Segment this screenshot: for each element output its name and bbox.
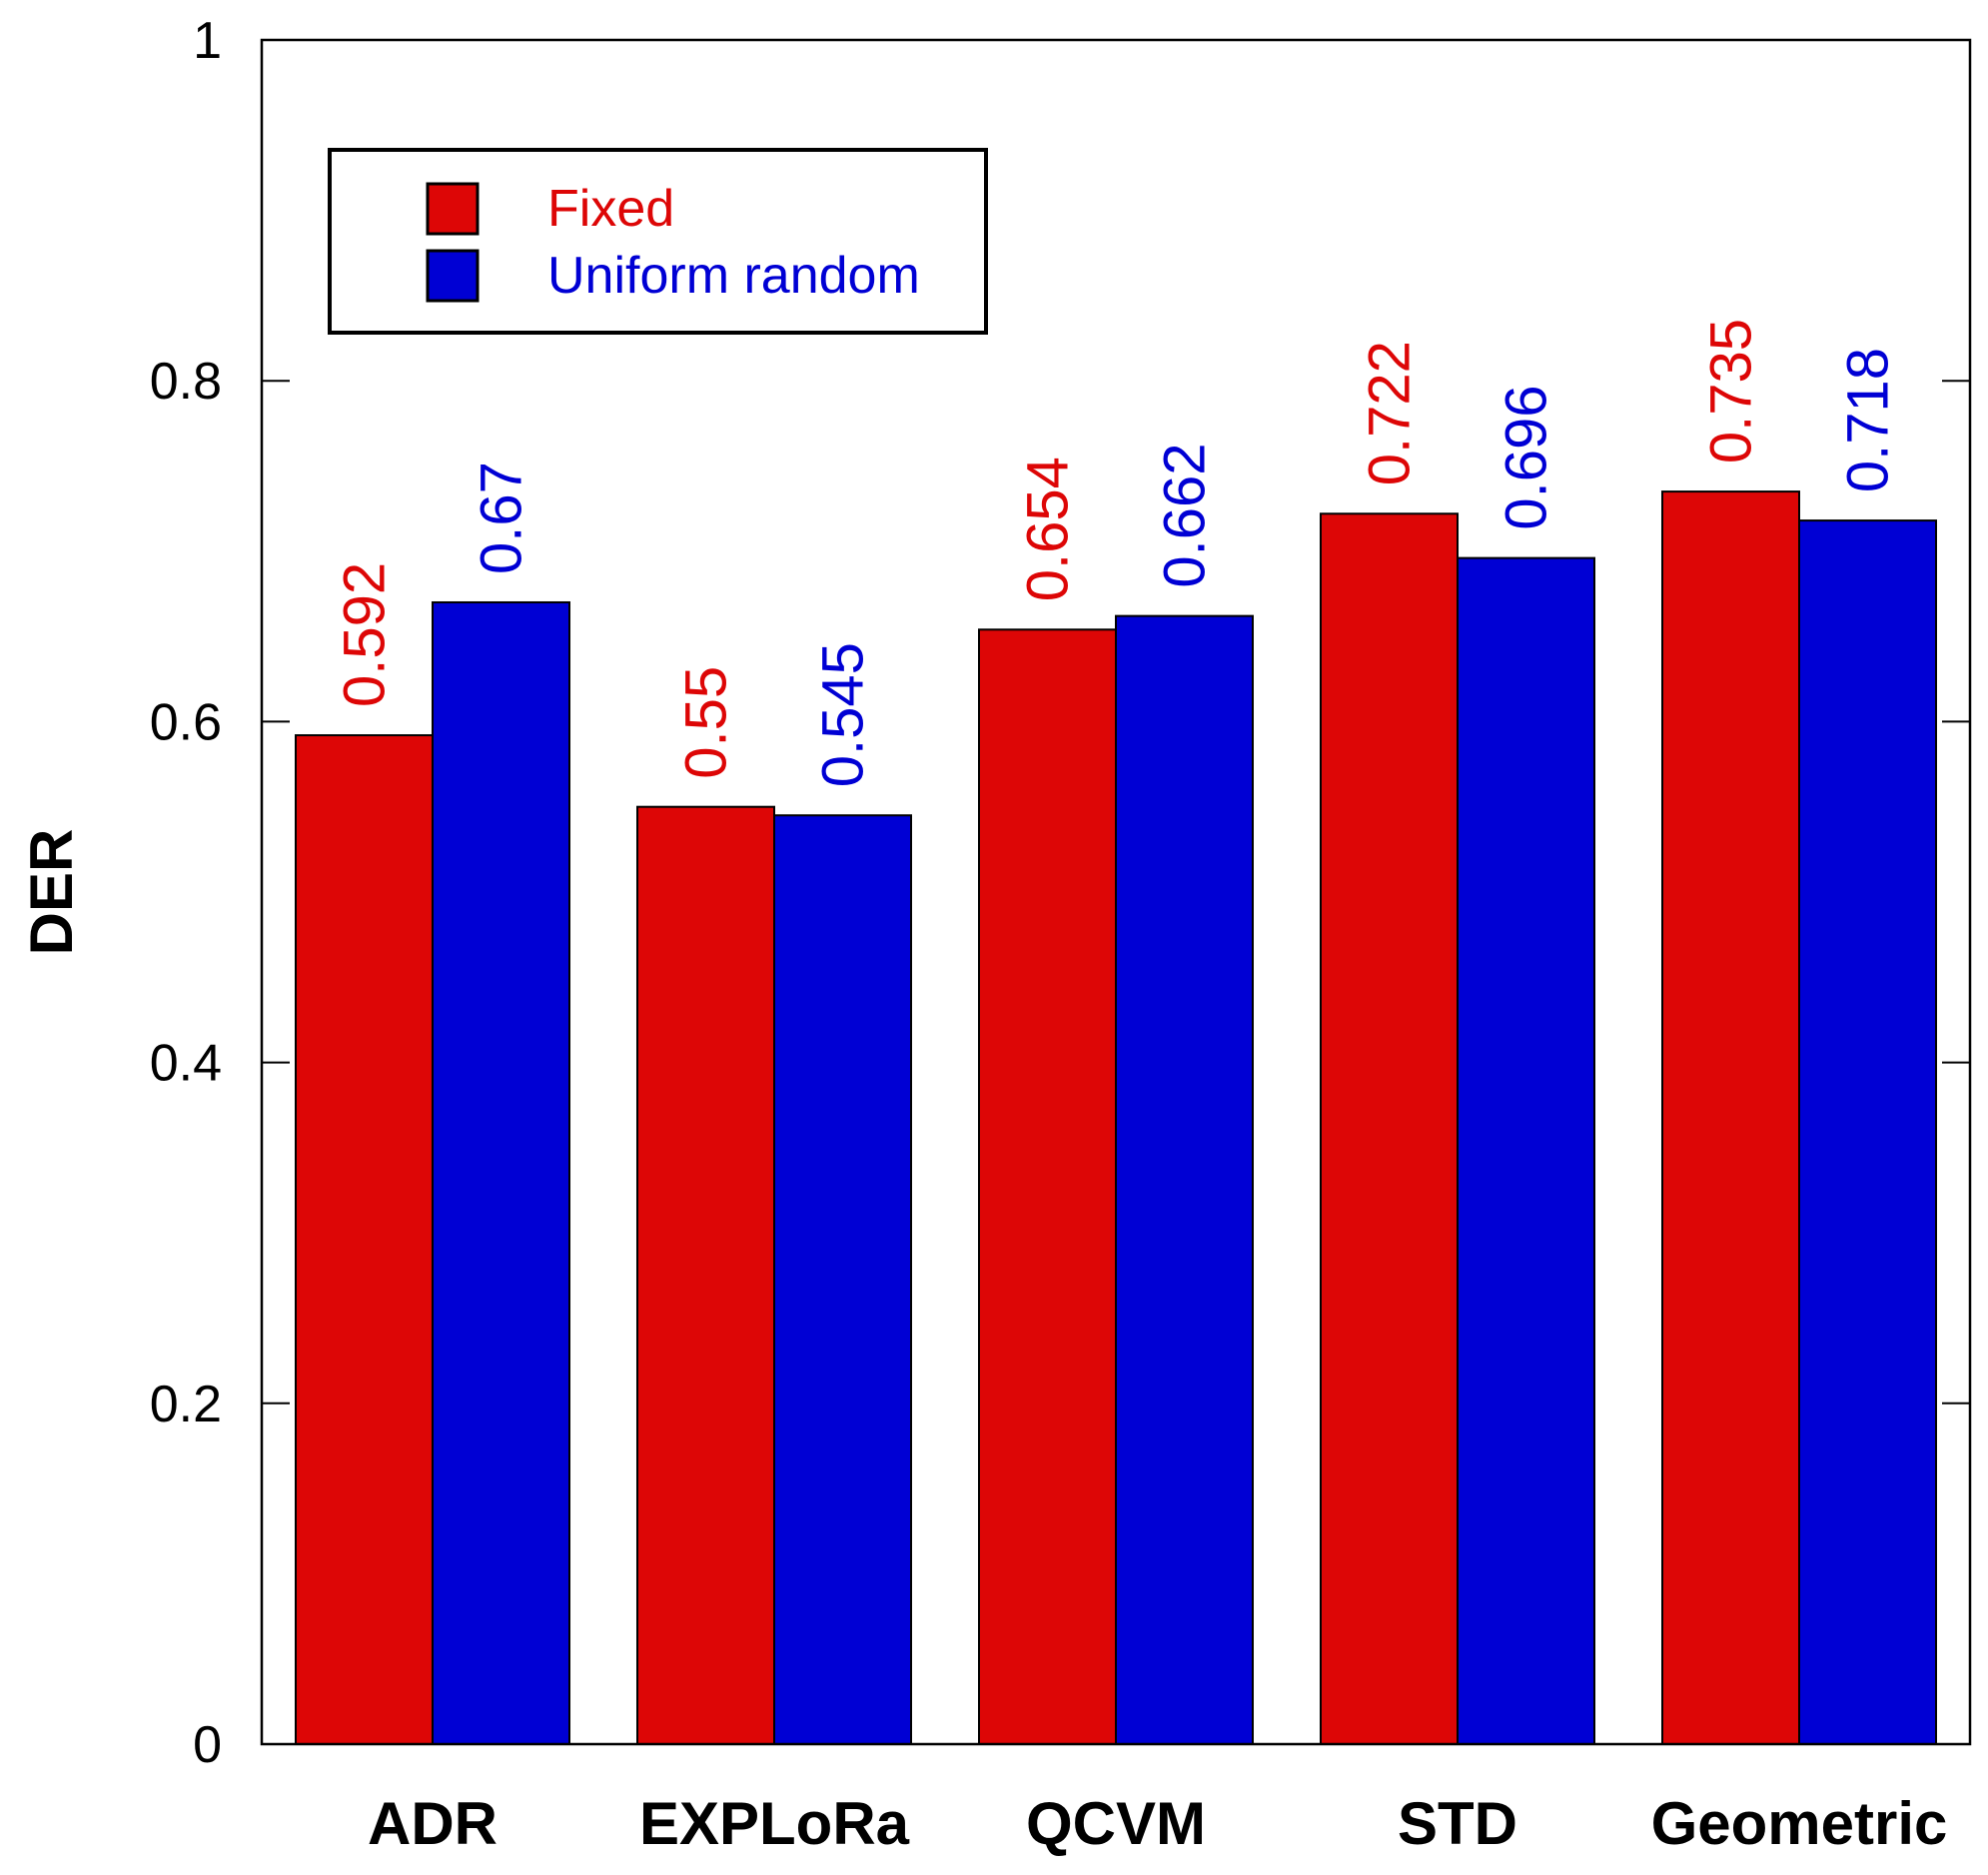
- bar-value-label: 0.654: [1016, 457, 1081, 601]
- bar-geometric-uniform-random: [1798, 519, 1937, 1745]
- bar-std-fixed: [1320, 512, 1459, 1746]
- x-category-label: ADR: [368, 1790, 497, 1857]
- y-tick-label: 0: [193, 1716, 222, 1774]
- bar-explora-uniform-random: [773, 814, 912, 1745]
- bar-qcvm-fixed: [978, 628, 1117, 1745]
- bar-value-label: 0.67: [470, 462, 534, 574]
- labels-layer: 0 0.2 0.4 0.6 0.8 1 0.592 0.67 ADR 0.55 0.545 EXPLo…: [150, 12, 1948, 1857]
- bar-qcvm-uniform-random: [1115, 614, 1254, 1745]
- x-category-label: EXPLoRa: [639, 1790, 910, 1857]
- legend-label: Uniform random: [547, 247, 920, 305]
- x-category-label: STD: [1398, 1790, 1517, 1857]
- bar-value-label: 0.55: [674, 666, 739, 779]
- y-tick-label: 0.4: [150, 1035, 222, 1093]
- bar-geometric-fixed: [1661, 490, 1800, 1746]
- bar-adr-uniform-random: [432, 600, 570, 1745]
- bar-adr-fixed: [295, 734, 434, 1745]
- y-tick-label: 0.6: [150, 693, 222, 751]
- bar-value-label: 0.722: [1358, 341, 1423, 485]
- bar-value-label: 0.592: [333, 562, 398, 707]
- y-tick-label: 0.2: [150, 1376, 222, 1433]
- y-tick-label: 1: [193, 12, 222, 70]
- bar-value-label: 0.718: [1836, 348, 1901, 492]
- x-category-label: QCVM: [1026, 1790, 1206, 1857]
- bar-value-label: 0.735: [1699, 319, 1764, 464]
- bar-explora-fixed: [636, 805, 775, 1745]
- legend-swatch: [426, 249, 480, 303]
- y-axis-title: DER: [18, 829, 85, 956]
- legend-swatch: [426, 182, 480, 236]
- bar-value-label: 0.662: [1153, 443, 1218, 587]
- y-tick-label: 0.8: [150, 353, 222, 411]
- bar-value-label: 0.696: [1494, 385, 1559, 529]
- bar-value-label: 0.545: [811, 642, 876, 787]
- legend: Fixed Uniform random: [328, 148, 988, 335]
- x-category-label: Geometric: [1651, 1790, 1948, 1857]
- bar-std-uniform-random: [1457, 556, 1595, 1745]
- legend-box: [328, 148, 988, 335]
- legend-label: Fixed: [547, 180, 674, 238]
- bars-layer: [295, 490, 1937, 1746]
- plot-frame: [260, 38, 1972, 1746]
